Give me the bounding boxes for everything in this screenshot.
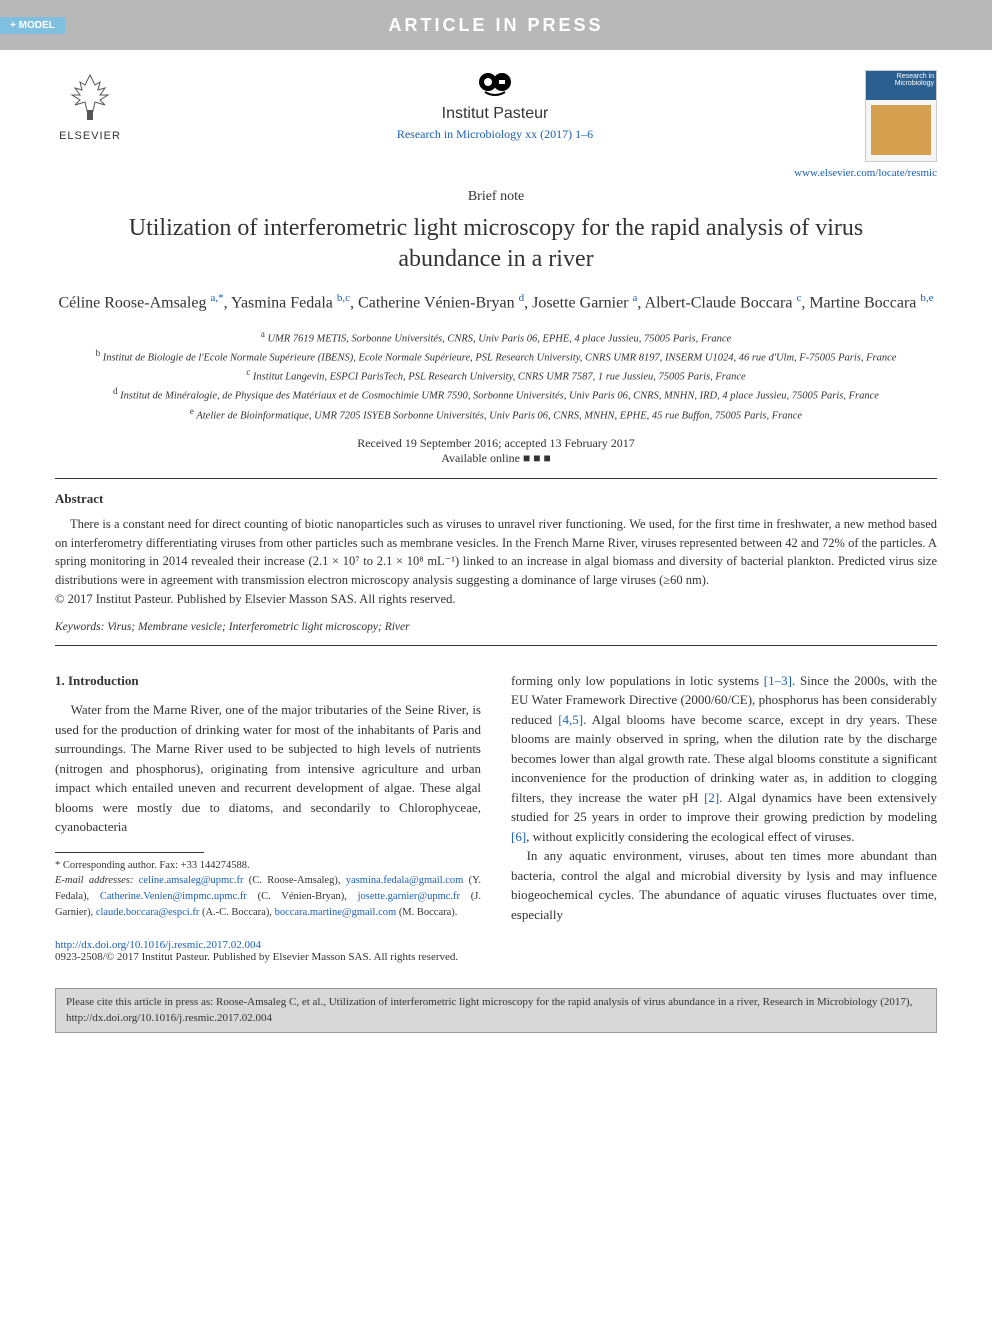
body-columns: 1. Introduction Water from the Marne Riv… — [55, 671, 937, 925]
journal-reference: Research in Microbiology xx (2017) 1–6 — [125, 127, 865, 142]
divider — [55, 478, 937, 479]
pasteur-block: Institut Pasteur Research in Microbiolog… — [125, 70, 865, 142]
citation-box: Please cite this article in press as: Ro… — [55, 988, 937, 1033]
elsevier-tree-icon — [60, 70, 120, 125]
doi-link[interactable]: http://dx.doi.org/10.1016/j.resmic.2017.… — [55, 939, 937, 951]
article-dates: Received 19 September 2016; accepted 13 … — [55, 436, 937, 466]
keywords-label: Keywords: — [55, 621, 104, 633]
pasteur-name: Institut Pasteur — [125, 105, 865, 123]
model-tag: + MODEL — [0, 17, 65, 34]
journal-cover-thumbnail: Research in Microbiology — [865, 70, 937, 162]
abstract-copyright: © 2017 Institut Pasteur. Published by El… — [55, 590, 937, 609]
available-date: Available online ■ ■ ■ — [55, 451, 937, 466]
corresponding-author: * Corresponding author. Fax: +33 1442745… — [55, 858, 481, 874]
affiliations: a UMR 7619 METIS, Sorbonne Universités, … — [55, 328, 937, 424]
publisher-row: ELSEVIER Institut Pasteur Research in Mi… — [55, 70, 937, 162]
author-list: Céline Roose-Amsaleg a,*, Yasmina Fedala… — [55, 290, 937, 315]
intro-para-3: In any aquatic environment, viruses, abo… — [511, 846, 937, 924]
doi-block: http://dx.doi.org/10.1016/j.resmic.2017.… — [55, 939, 937, 963]
page-content: ELSEVIER Institut Pasteur Research in Mi… — [0, 50, 992, 973]
keywords-list: Virus; Membrane vesicle; Interferometric… — [107, 621, 409, 633]
cover-image-placeholder — [871, 105, 931, 155]
article-type: Brief note — [55, 189, 937, 205]
cover-column: Research in Microbiology — [865, 70, 937, 162]
right-column: forming only low populations in lotic sy… — [511, 671, 937, 925]
article-in-press-banner: ARTICLE IN PRESS — [388, 15, 603, 36]
keywords: Keywords: Virus; Membrane vesicle; Inter… — [55, 621, 937, 633]
received-date: Received 19 September 2016; accepted 13 … — [55, 436, 937, 451]
intro-para-1: Water from the Marne River, one of the m… — [55, 700, 481, 837]
locate-link[interactable]: www.elsevier.com/locate/resmic — [55, 167, 937, 179]
footnote-separator — [55, 852, 204, 853]
issn-copyright: 0923-2508/© 2017 Institut Pasteur. Publi… — [55, 951, 937, 963]
pasteur-icon — [475, 70, 515, 100]
elsevier-logo: ELSEVIER — [55, 70, 125, 142]
divider — [55, 645, 937, 646]
email-addresses: E-mail addresses: celine.amsaleg@upmc.fr… — [55, 873, 481, 920]
article-title: Utilization of interferometric light mic… — [75, 213, 917, 275]
section-heading: 1. Introduction — [55, 671, 481, 691]
header-bar: + MODEL ARTICLE IN PRESS — [0, 0, 992, 50]
abstract-text: There is a constant need for direct coun… — [55, 515, 937, 590]
elsevier-name: ELSEVIER — [55, 130, 125, 142]
left-column: 1. Introduction Water from the Marne Riv… — [55, 671, 481, 925]
abstract-heading: Abstract — [55, 491, 937, 507]
intro-para-2: forming only low populations in lotic sy… — [511, 671, 937, 847]
cover-title: Research in Microbiology — [866, 71, 936, 100]
